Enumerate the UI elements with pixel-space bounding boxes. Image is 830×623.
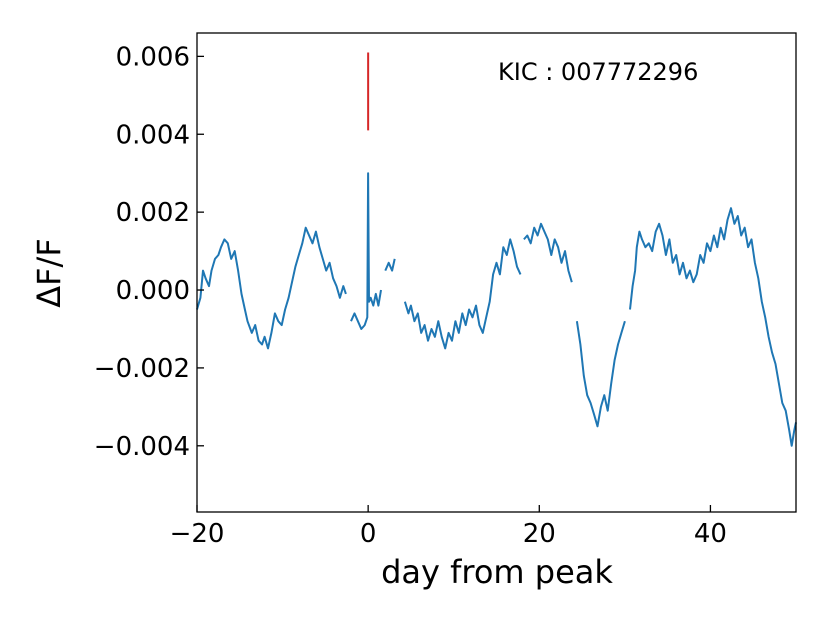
plot-frame — [196, 32, 797, 513]
x-tick-label: 20 — [523, 519, 556, 549]
y-tick-label: 0.002 — [116, 198, 190, 228]
light-curve-segment-6 — [629, 207, 797, 447]
light-curve-segment-2 — [384, 258, 396, 272]
x-axis-ticks: −20 0 20 40 — [170, 505, 727, 549]
light-curve-segment-0 — [196, 226, 347, 350]
light-curve-segment-4 — [523, 222, 573, 283]
x-tick-label: 0 — [360, 519, 377, 549]
x-tick-label: −20 — [170, 519, 225, 549]
y-tick-label: 0.000 — [116, 276, 190, 306]
y-tick-label: −0.002 — [94, 354, 190, 384]
y-axis-label: ΔF/F — [30, 238, 68, 307]
y-axis-ticks: −0.004 −0.002 0.000 0.002 0.004 0.006 — [94, 42, 204, 462]
kic-annotation: KIC : 007772296 — [498, 58, 698, 86]
x-tick-label: 40 — [694, 519, 727, 549]
y-tick-label: 0.004 — [116, 120, 190, 150]
x-axis-label: day from peak — [381, 553, 613, 591]
light-curve-segment-1 — [350, 172, 382, 330]
y-tick-label: −0.004 — [94, 432, 190, 462]
light-curve-segment-3 — [403, 238, 522, 350]
light-curve-series — [196, 172, 797, 447]
y-tick-label: 0.006 — [116, 42, 190, 72]
light-curve-segment-5 — [575, 320, 626, 428]
